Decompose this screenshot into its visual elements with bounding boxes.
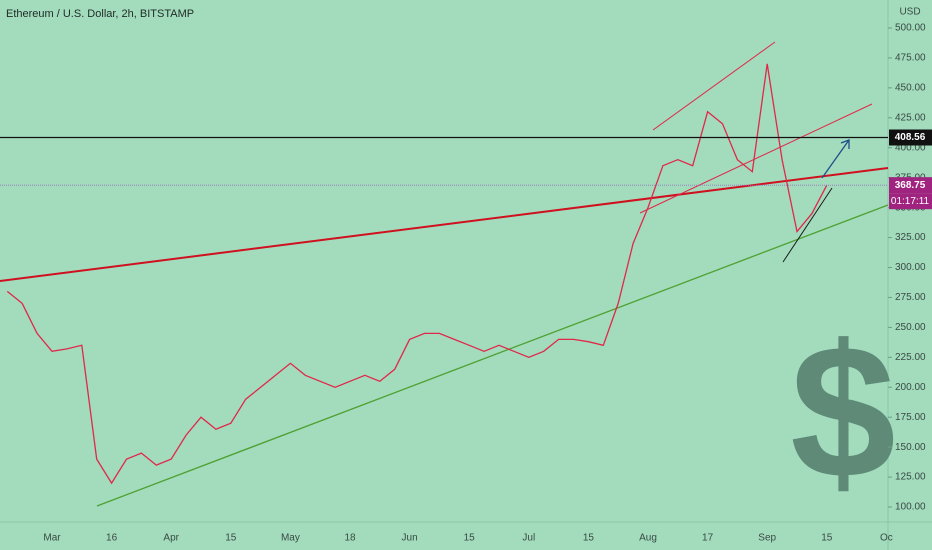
x-tick-label: Mar <box>43 533 61 544</box>
trend-line <box>0 167 889 282</box>
y-tick-label: 450.00 <box>895 83 926 94</box>
trend-line <box>96 204 889 507</box>
x-tick-label: 17 <box>702 533 714 544</box>
y-tick-label: 250.00 <box>895 322 926 333</box>
y-tick-label: 425.00 <box>895 112 926 123</box>
x-tick-label: Oc <box>880 533 893 544</box>
x-tick-label: 15 <box>821 533 833 544</box>
price-tag-label: 368.75 <box>895 180 926 191</box>
x-tick-label: Sep <box>758 533 776 544</box>
y-tick-label: 225.00 <box>895 352 926 363</box>
x-tick-label: 18 <box>344 533 356 544</box>
y-tick-label: 400.00 <box>895 142 926 153</box>
x-tick-label: May <box>281 533 300 544</box>
channel-line <box>652 41 776 131</box>
x-tick-label: Aug <box>639 533 657 544</box>
x-tick-label: Jul <box>522 533 535 544</box>
x-tick-label: 15 <box>225 533 237 544</box>
chart-title: Ethereum / U.S. Dollar, 2h, BITSTAMP <box>6 8 194 20</box>
trend-line <box>782 187 833 263</box>
x-tick-label: 15 <box>464 533 476 544</box>
y-tick-label: 275.00 <box>895 292 926 303</box>
y-tick-label: 300.00 <box>895 262 926 273</box>
y-tick-label: 125.00 <box>895 472 926 483</box>
level-tag-label: 408.56 <box>895 132 926 143</box>
x-tick-label: Apr <box>163 533 179 544</box>
y-tick-label: 325.00 <box>895 232 926 243</box>
y-tick-label: 500.00 <box>895 23 926 34</box>
level-tag <box>889 129 932 146</box>
price-line <box>6 63 828 485</box>
x-tick-label: 16 <box>106 533 118 544</box>
y-tick-label: 475.00 <box>895 53 926 64</box>
arrow-line <box>821 139 850 179</box>
channel-line <box>639 103 873 214</box>
x-tick-label: 15 <box>583 533 595 544</box>
x-tick-label: Jun <box>402 533 418 544</box>
y-tick-label: 100.00 <box>895 502 926 513</box>
countdown-tag <box>889 193 932 210</box>
y-tick-label: 175.00 <box>895 412 926 423</box>
arrow-head <box>840 139 850 149</box>
watermark: $ <box>790 306 896 518</box>
y-tick-label: 150.00 <box>895 442 926 453</box>
countdown-label: 01:17:11 <box>891 196 930 207</box>
currency-label: USD <box>899 7 920 18</box>
y-tick-label: 200.00 <box>895 382 926 393</box>
price-tag <box>889 177 932 194</box>
